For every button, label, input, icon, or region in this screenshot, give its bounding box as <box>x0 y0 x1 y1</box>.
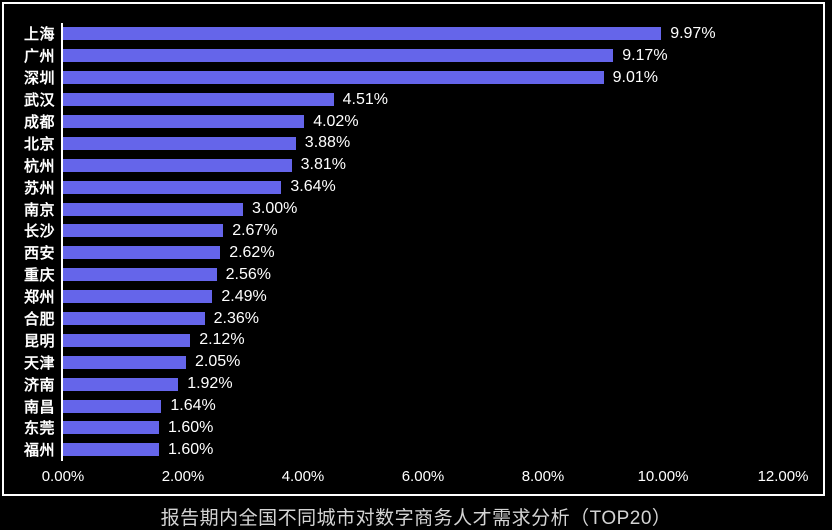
category-label: 昆明 <box>23 332 55 350</box>
bar-row: 9.01% <box>63 67 783 89</box>
bar-value-label: 2.56% <box>225 265 271 283</box>
category-label: 西安 <box>23 245 55 263</box>
bar <box>63 180 282 194</box>
x-axis-tick-label: 8.00% <box>521 468 565 485</box>
bar-value-label: 1.60% <box>168 440 214 458</box>
x-axis: 0.00% 2.00% 4.00% 6.00% 8.00% 10.00% 12.00% <box>42 468 809 488</box>
category-label: 天津 <box>23 354 55 372</box>
x-axis-tick-label: 4.00% <box>281 468 325 485</box>
bar-value-label: 3.88% <box>304 134 351 152</box>
bar <box>63 443 159 457</box>
bar <box>63 333 191 347</box>
category-label: 南京 <box>23 201 55 219</box>
bar-value-label: 4.02% <box>313 112 359 130</box>
category-label: 北京 <box>23 135 55 153</box>
bar-value-label: 2.05% <box>195 353 241 371</box>
bar-row: 9.97% <box>63 23 783 45</box>
category-label: 广州 <box>23 48 55 66</box>
bar-row: 1.60% <box>63 439 783 461</box>
bar-value-label: 1.64% <box>170 397 216 415</box>
category-label: 成都 <box>23 114 55 131</box>
bar-row: 2.49% <box>63 286 783 308</box>
bar <box>63 93 334 107</box>
bar-row: 1.92% <box>63 373 783 395</box>
bar <box>63 377 179 391</box>
bar-row: 3.00% <box>63 198 783 220</box>
x-axis-tick-label: 12.00% <box>757 468 809 485</box>
category-label: 济南 <box>23 376 55 394</box>
bar-value-label: 3.64% <box>290 178 336 196</box>
category-label: 上海 <box>23 26 55 44</box>
bar <box>63 158 292 172</box>
x-axis-tick-label: 0.00% <box>41 468 85 485</box>
bar-row: 3.88% <box>63 132 783 154</box>
bar <box>63 399 162 413</box>
bar <box>63 312 205 326</box>
bar-row: 2.56% <box>63 264 783 286</box>
bar <box>63 355 186 369</box>
bar-value-label: 9.01% <box>612 68 658 86</box>
category-label: 重庆 <box>23 267 55 285</box>
bar-row: 1.60% <box>63 417 783 439</box>
category-label: 合肥 <box>23 311 55 329</box>
bar-row: 2.05% <box>63 351 783 373</box>
bar-row: 4.02% <box>63 111 783 133</box>
bar-row: 4.51% <box>63 89 783 111</box>
chart-frame <box>2 2 825 496</box>
bar-value-label: 4.51% <box>342 90 388 108</box>
bar-value-label: 1.60% <box>168 418 214 436</box>
bar-value-label: 1.92% <box>187 375 233 393</box>
bar-row: 1.64% <box>63 395 783 417</box>
category-label: 苏州 <box>23 179 55 197</box>
chart-title: 报告期内全国不同城市对数字商务人才需求分析（TOP20） <box>160 508 672 529</box>
bar-value-label: 2.62% <box>229 243 275 261</box>
bar-row: 2.67% <box>63 220 783 242</box>
bar-value-label: 9.17% <box>622 46 668 64</box>
category-labels: 上海广州深圳武汉成都北京杭州苏州南京长沙西安重庆郑州合肥昆明天津济南南昌东莞福州 <box>6 23 55 461</box>
category-label: 郑州 <box>23 289 55 307</box>
bar-value-label: 3.00% <box>252 200 298 218</box>
bar <box>63 71 604 85</box>
category-label: 杭州 <box>23 157 55 175</box>
bar <box>63 246 221 260</box>
bar-value-label: 3.81% <box>300 156 346 174</box>
bar-row: 2.12% <box>63 329 783 351</box>
bar-row: 2.36% <box>63 308 783 330</box>
bar-row: 9.17% <box>63 45 783 67</box>
bar-value-label: 9.97% <box>670 24 716 42</box>
x-axis-tick-label: 2.00% <box>161 468 205 485</box>
bar-value-label: 2.12% <box>199 331 245 349</box>
bar-rows: 9.97% 9.17% 9.01% 4.51% 4.02% 3.88% 3.81% 3.64%… <box>61 23 783 461</box>
x-axis-tick-label: 6.00% <box>401 468 445 485</box>
category-label: 武汉 <box>23 92 55 110</box>
category-label: 南昌 <box>23 398 55 416</box>
bar-row: 3.81% <box>63 154 783 176</box>
bar <box>63 268 217 282</box>
bar <box>63 115 305 128</box>
bar-value-label: 2.36% <box>213 309 259 327</box>
category-label: 东莞 <box>23 420 55 438</box>
bar <box>63 224 224 238</box>
bar-row: 2.62% <box>63 242 783 264</box>
category-label: 深圳 <box>23 70 55 88</box>
bar-value-label: 2.49% <box>221 287 267 305</box>
category-label: 福州 <box>23 442 55 460</box>
bar-row: 3.64% <box>63 176 783 198</box>
bar <box>63 136 296 150</box>
bar <box>63 290 213 304</box>
bar <box>63 202 243 216</box>
bar <box>63 49 614 63</box>
bar-value-label: 2.67% <box>232 221 278 239</box>
bar <box>63 27 662 41</box>
category-label: 长沙 <box>23 223 55 241</box>
bar <box>63 421 159 435</box>
x-axis-tick-label: 10.00% <box>637 468 689 485</box>
